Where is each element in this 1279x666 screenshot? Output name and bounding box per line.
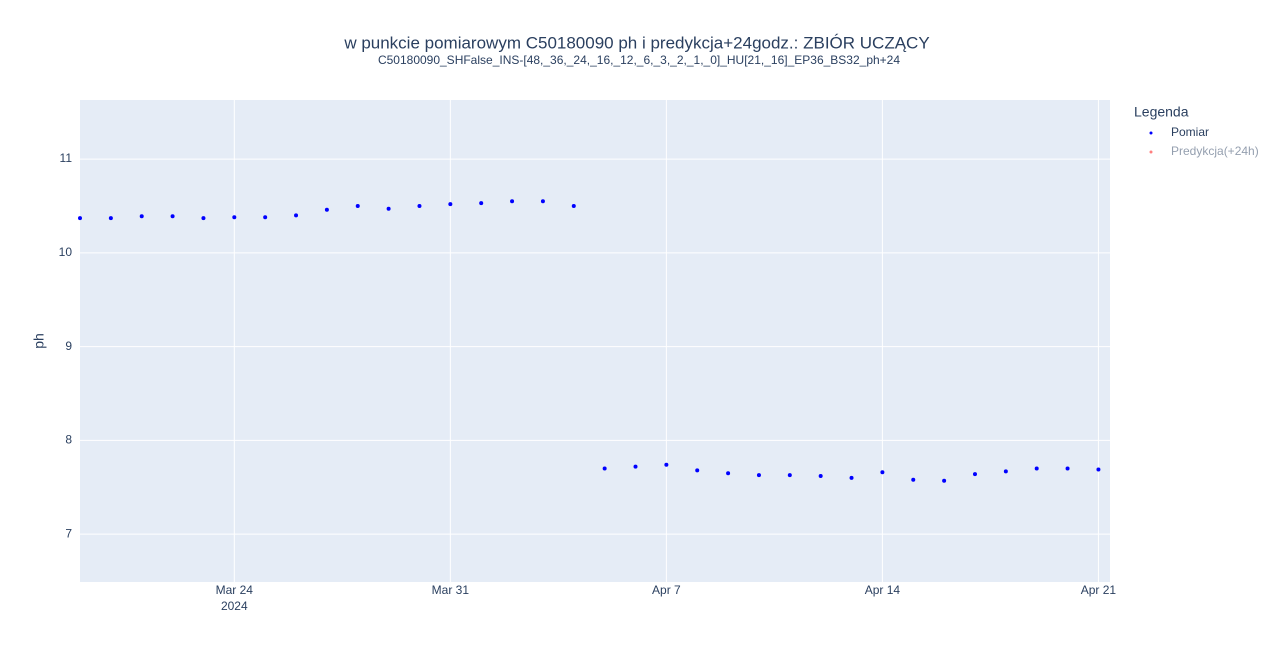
plot-area [80, 100, 1110, 582]
data-point [602, 466, 607, 471]
data-point [355, 203, 360, 208]
data-point [942, 478, 947, 483]
grid [80, 100, 1110, 582]
legend-label: Predykcja(+24h) [1171, 144, 1259, 158]
data-point [726, 471, 731, 476]
data-point [818, 474, 823, 479]
data-point [1034, 466, 1039, 471]
data-point [78, 216, 82, 221]
marks [78, 199, 1101, 483]
data-point [386, 206, 391, 211]
data-point [756, 473, 761, 478]
y-tick-label: 10 [59, 245, 73, 259]
data-point [695, 468, 700, 473]
data-point [1096, 467, 1101, 472]
x-tick-label: Apr 21 [1081, 583, 1117, 597]
x-tick-label: Apr 7 [652, 583, 681, 597]
data-point [787, 473, 792, 478]
data-point [324, 207, 329, 212]
y-tick-label: 9 [65, 339, 72, 353]
y-tick-label: 7 [65, 526, 72, 540]
data-point [201, 216, 206, 221]
data-point [170, 214, 175, 219]
x-tick-label: Mar 31 [432, 583, 470, 597]
data-point [108, 216, 113, 221]
data-point [510, 199, 515, 204]
x-tick-label: Apr 14 [865, 583, 901, 597]
data-point [294, 213, 299, 218]
legend-title: Legenda [1134, 104, 1189, 120]
data-point [139, 214, 144, 219]
data-point [232, 215, 237, 220]
legend-label: Pomiar [1171, 125, 1209, 139]
data-point [479, 201, 484, 206]
data-point [571, 203, 576, 208]
chart-title: w punkcie pomiarowym C50180090 ph i pred… [343, 33, 929, 52]
data-point [540, 199, 545, 204]
data-point [972, 472, 977, 477]
data-point [880, 470, 885, 475]
data-point [633, 464, 638, 469]
data-point [664, 462, 669, 467]
data-point [911, 477, 916, 482]
legend-marker [1149, 131, 1153, 135]
chart-subtitle: C50180090_SHFalse_INS-[48,_36,_24,_16,_1… [378, 53, 900, 67]
data-point [448, 202, 453, 207]
data-point [1003, 469, 1008, 474]
data-point [263, 215, 268, 220]
data-point [849, 475, 854, 480]
x-tick-sublabel: 2024 [221, 599, 248, 613]
data-point [417, 203, 422, 208]
x-tick-label: Mar 24 [216, 583, 254, 597]
legend-marker [1149, 150, 1153, 154]
y-tick-label: 11 [60, 151, 73, 165]
y-tick-label: 8 [65, 433, 72, 447]
data-point [1065, 466, 1070, 471]
y-axis-label: ph [31, 333, 47, 349]
